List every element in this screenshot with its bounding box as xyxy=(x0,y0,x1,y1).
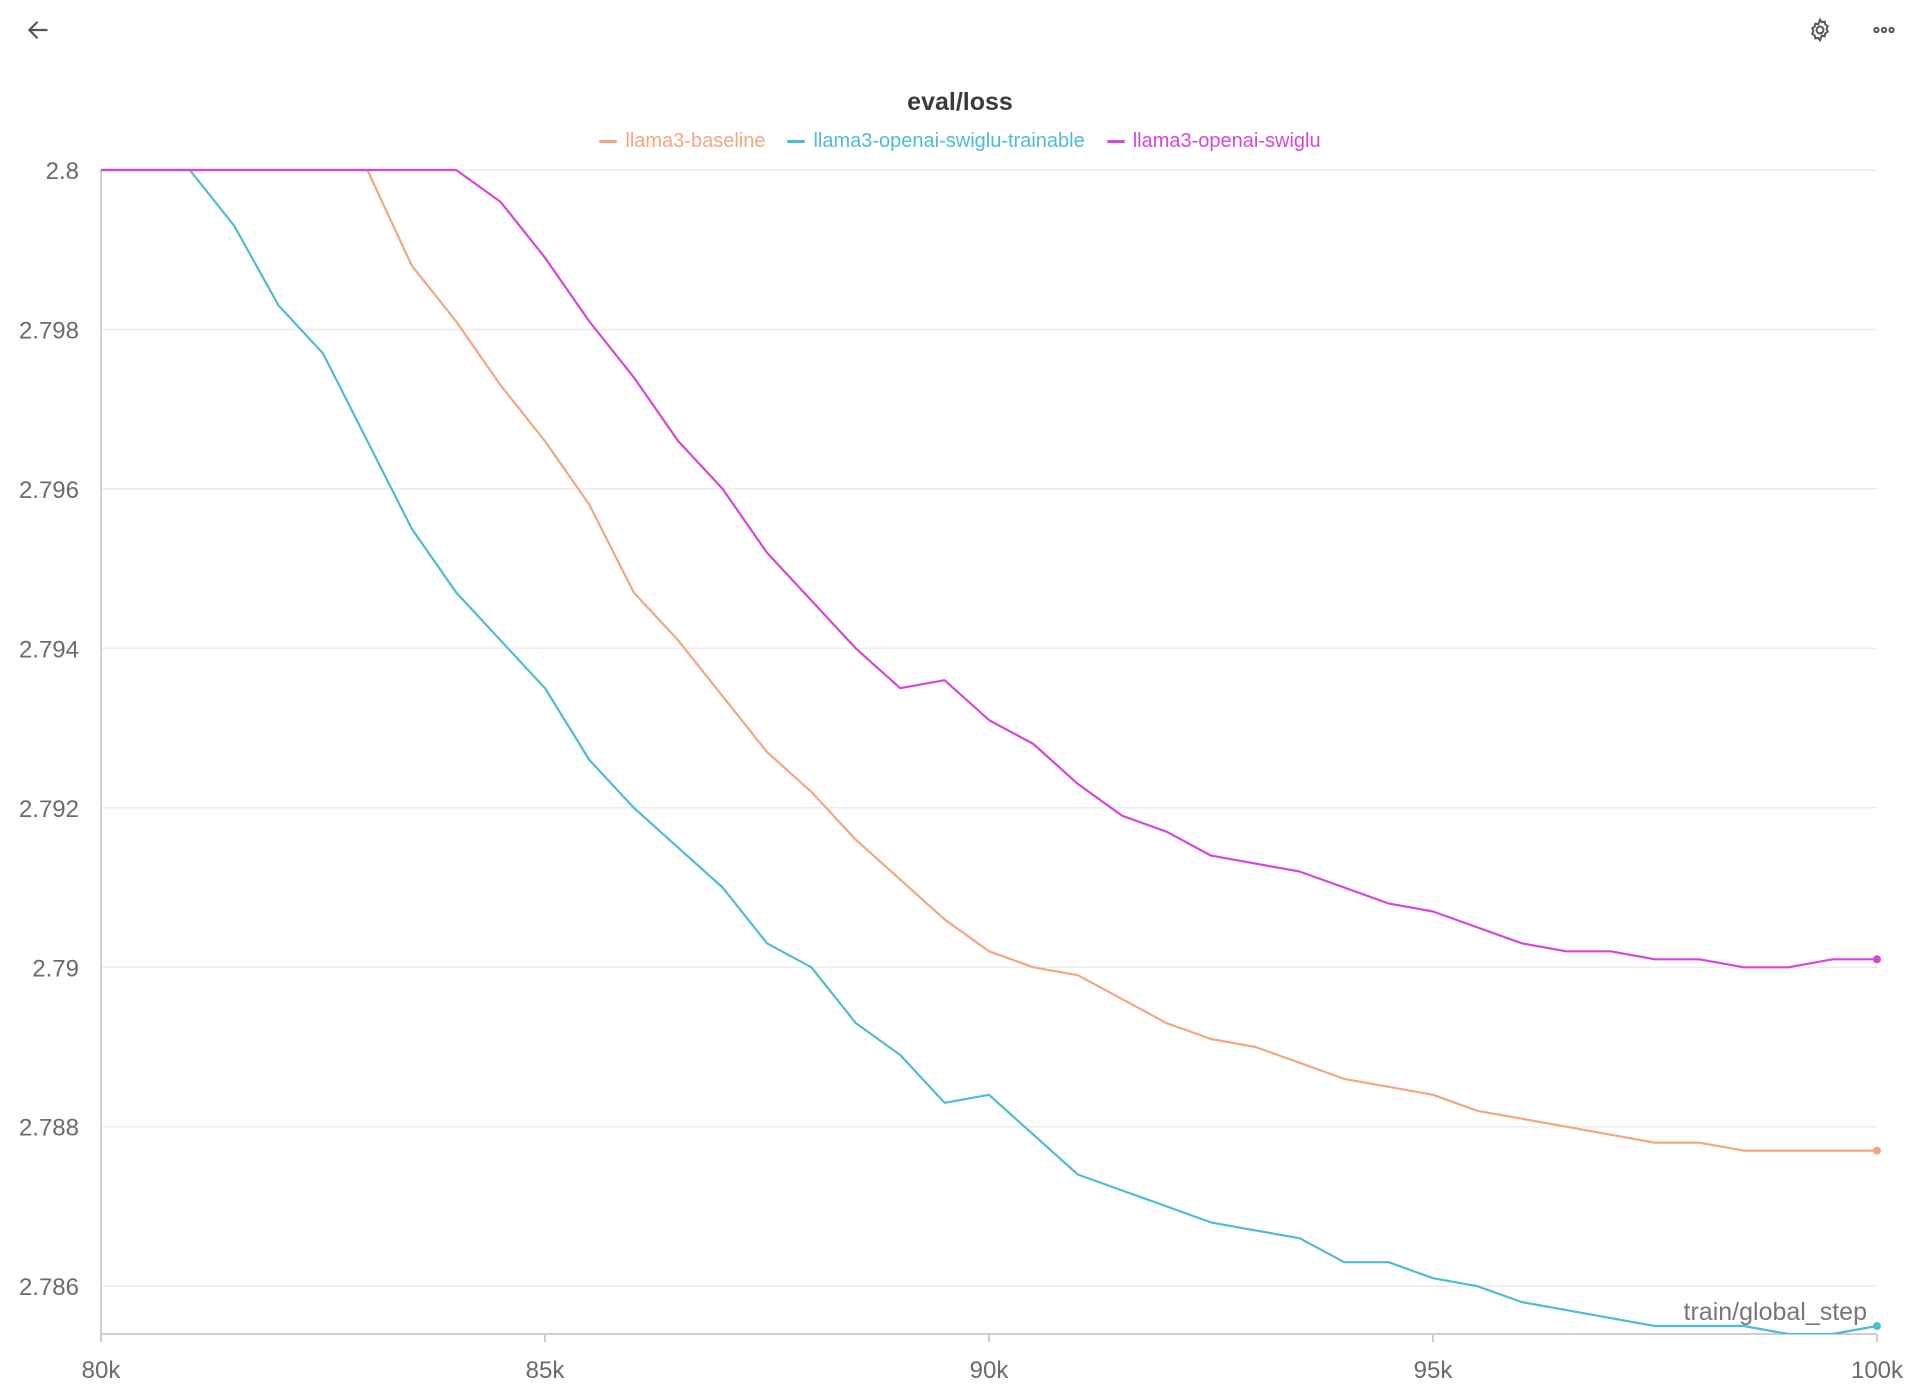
legend-label: llama3-baseline xyxy=(625,130,766,152)
x-tick-label: 95k xyxy=(1414,1357,1454,1384)
axes xyxy=(100,170,1878,1342)
x-tick-label: 85k xyxy=(526,1357,566,1384)
series-lines xyxy=(101,168,1881,1334)
series-end-point xyxy=(1873,1322,1881,1331)
series-line-llama3-openai-swiglu[interactable] xyxy=(101,168,1877,969)
more-options-button[interactable] xyxy=(1864,10,1904,50)
legend-item[interactable]: llama3-baseline xyxy=(599,130,765,153)
tick-labels: 2.786 2.788 2.79 2.792 2.794 2.796 2.798 2.8 80k… xyxy=(19,158,1904,1384)
chart-title: eval/loss xyxy=(907,88,1013,116)
x-tick-label: 90k xyxy=(970,1357,1010,1384)
series-end-point xyxy=(1873,1146,1881,1155)
legend-label: llama3-openai-swiglu xyxy=(1132,130,1321,152)
settings-button[interactable] xyxy=(1800,10,1840,50)
legend-swatch xyxy=(787,140,806,143)
x-tick-label: 100k xyxy=(1851,1357,1904,1384)
y-tick-label: 2.798 xyxy=(19,317,79,344)
y-tick-label: 2.794 xyxy=(19,636,79,663)
series-line-llama3-openai-swiglu-trainable[interactable] xyxy=(101,168,1878,1334)
y-tick-label: 2.8 xyxy=(46,158,79,185)
y-tick-label: 2.79 xyxy=(32,955,79,982)
y-tick-label: 2.788 xyxy=(19,1115,79,1142)
x-axis-title: train/global_step xyxy=(1684,1298,1867,1326)
series-end-point xyxy=(1873,955,1881,964)
arrow-left-icon xyxy=(28,21,48,39)
legend-swatch xyxy=(599,140,618,143)
series-line-llama3-baseline[interactable] xyxy=(101,168,1877,1152)
y-tick-label: 2.786 xyxy=(19,1274,79,1301)
chart-legend: llama3-baseline llama3-openai-swiglu-trai… xyxy=(0,130,1920,153)
back-button[interactable] xyxy=(18,10,58,50)
legend-label: llama3-openai-swiglu-trainable xyxy=(813,130,1085,152)
y-tick-label: 2.796 xyxy=(19,477,79,504)
legend-item[interactable]: llama3-openai-swiglu xyxy=(1106,130,1321,153)
more-horizontal-icon xyxy=(1873,26,1895,34)
x-tick-label: 80k xyxy=(82,1357,122,1384)
legend-item[interactable]: llama3-openai-swiglu-trainable xyxy=(787,130,1085,153)
gear-icon xyxy=(1810,17,1830,43)
legend-swatch xyxy=(1106,140,1125,143)
grid-lines xyxy=(101,169,1877,1287)
y-tick-label: 2.792 xyxy=(19,796,79,823)
